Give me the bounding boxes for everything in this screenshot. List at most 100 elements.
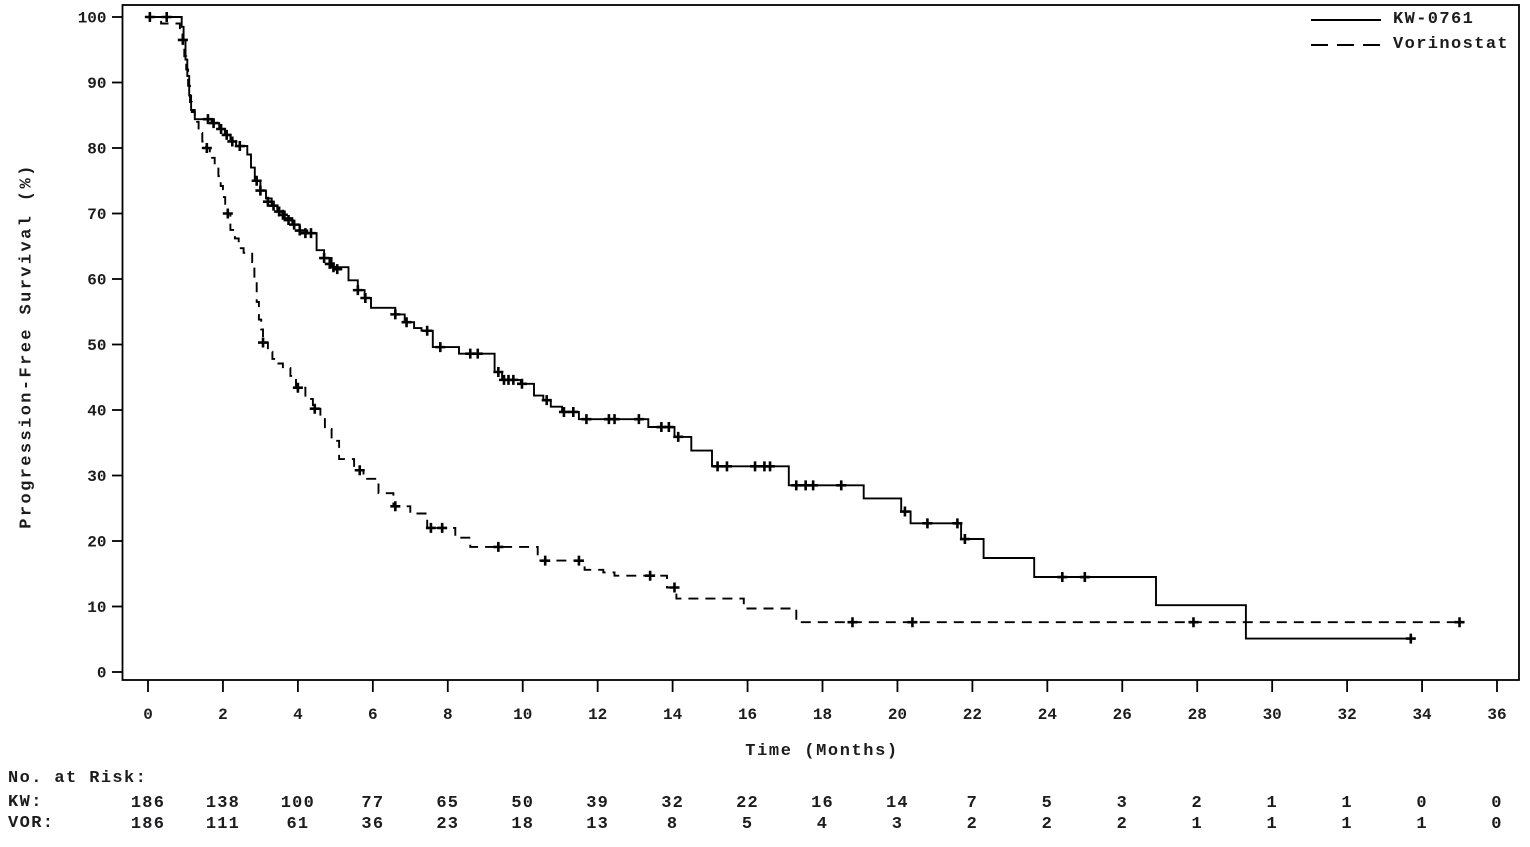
risk-value: 100 — [281, 794, 315, 813]
y-tick-label: 0 — [97, 665, 107, 683]
censor-mark — [262, 196, 273, 207]
risk-value: 22 — [736, 794, 759, 813]
censor-mark — [836, 480, 847, 491]
censor-mark — [633, 414, 644, 425]
censor-mark — [508, 374, 519, 385]
censor-mark — [493, 541, 504, 552]
risk-value: 0 — [1491, 815, 1502, 834]
risk-value: 2 — [1042, 815, 1053, 834]
censor-mark — [390, 309, 401, 320]
x-tick-label: 30 — [1263, 706, 1282, 724]
y-tick-label: 20 — [87, 534, 106, 552]
x-tick-label: 16 — [738, 706, 757, 724]
risk-value: 186 — [131, 815, 165, 834]
censor-mark — [609, 414, 620, 425]
y-axis-title: Progression-Free Survival (%) — [17, 163, 37, 529]
risk-value: 138 — [206, 794, 240, 813]
y-tick-label: 60 — [87, 272, 106, 290]
y-axis-ticks: 0 10 20 30 40 50 60 70 80 90 100 — [78, 10, 123, 683]
legend-label-vorinostat: Vorinostat — [1393, 35, 1510, 54]
censor-mark — [472, 348, 483, 359]
censor-mark — [283, 215, 294, 226]
censor-mark — [581, 414, 592, 425]
censor-mark — [1405, 633, 1416, 644]
censor-mark — [952, 518, 963, 529]
risk-value: 4 — [817, 815, 828, 834]
risk-value: 50 — [511, 794, 534, 813]
x-tick-label: 4 — [293, 706, 303, 724]
risk-value: 1 — [1341, 794, 1352, 813]
risk-value: 1 — [1266, 794, 1277, 813]
censor-mark — [669, 582, 680, 593]
censor-mark — [289, 219, 300, 230]
risk-value: 0 — [1416, 794, 1427, 813]
plot-frame — [121, 4, 1520, 681]
censor-mark — [319, 253, 330, 264]
censor-mark — [1188, 617, 1199, 628]
risk-value: 3 — [892, 815, 903, 834]
censor-mark — [568, 406, 579, 417]
censor-mark — [306, 228, 317, 239]
legend-dashed-line-icon — [1311, 43, 1381, 46]
censor-mark — [201, 143, 212, 153]
censor-mark — [541, 395, 552, 406]
risk-value: 65 — [436, 794, 459, 813]
censor-mark — [899, 506, 910, 517]
risk-value: 1 — [1416, 815, 1427, 834]
x-tick-label: 10 — [513, 706, 532, 724]
censor-mark — [222, 208, 233, 219]
censor-mark — [765, 461, 776, 472]
censor-mark — [208, 118, 219, 129]
risk-row-values-vor: 186 111 61 36 23 18 13 8 5 4 3 2 2 2 1 1 1 1 0 — [131, 815, 1502, 834]
censor-mark — [227, 136, 238, 147]
risk-row-label-vor: VOR: — [8, 814, 55, 833]
risk-table-title: No. at Risk: — [8, 769, 148, 788]
censor-mark — [258, 337, 269, 348]
censor-mark — [721, 461, 732, 472]
x-tick-label: 24 — [1038, 706, 1058, 724]
censor-mark — [847, 617, 858, 628]
censor-mark — [251, 175, 262, 186]
censor-mark — [277, 209, 288, 220]
censor-mark — [808, 480, 819, 491]
censor-mark — [673, 431, 684, 442]
censor-mark — [294, 225, 305, 236]
risk-row-label-kw: KW: — [8, 793, 43, 812]
risk-value: 5 — [1042, 794, 1053, 813]
risk-value: 39 — [586, 794, 609, 813]
censor-mark — [712, 461, 723, 472]
censor-mark — [390, 501, 401, 512]
censor-mark — [202, 114, 213, 125]
censor-mark — [216, 124, 227, 135]
censor-mark — [435, 342, 446, 353]
censor-mark — [922, 518, 933, 529]
censor-mark — [645, 570, 656, 581]
censor-marks-vorinostat — [201, 143, 1465, 628]
censor-mark — [1057, 572, 1068, 583]
risk-value: 3 — [1117, 794, 1128, 813]
censor-mark — [663, 422, 674, 433]
y-tick-label: 10 — [87, 599, 106, 617]
x-tick-label: 0 — [143, 706, 153, 724]
censor-mark — [309, 403, 320, 414]
x-tick-label: 34 — [1412, 706, 1432, 724]
x-tick-label: 32 — [1338, 706, 1357, 724]
y-tick-label: 70 — [87, 206, 106, 224]
risk-value: 2 — [1117, 815, 1128, 834]
risk-row-values-kw: 186 138 100 77 65 50 39 32 22 16 14 7 5 3 2 1 1 0 0 — [131, 794, 1502, 813]
censor-mark — [573, 555, 584, 566]
legend: KW-0761 Vorinostat — [1308, 7, 1509, 57]
risk-value: 77 — [361, 794, 384, 813]
risk-value: 2 — [967, 815, 978, 834]
censor-mark — [401, 317, 412, 328]
x-tick-label: 22 — [963, 706, 982, 724]
censor-mark — [234, 141, 245, 152]
x-tick-label: 26 — [1113, 706, 1132, 724]
censor-mark — [493, 367, 504, 378]
censor-mark — [425, 522, 436, 533]
x-tick-label: 20 — [888, 706, 907, 724]
x-tick-label: 36 — [1487, 706, 1506, 724]
censor-mark — [540, 555, 551, 566]
censor-mark — [422, 325, 433, 336]
